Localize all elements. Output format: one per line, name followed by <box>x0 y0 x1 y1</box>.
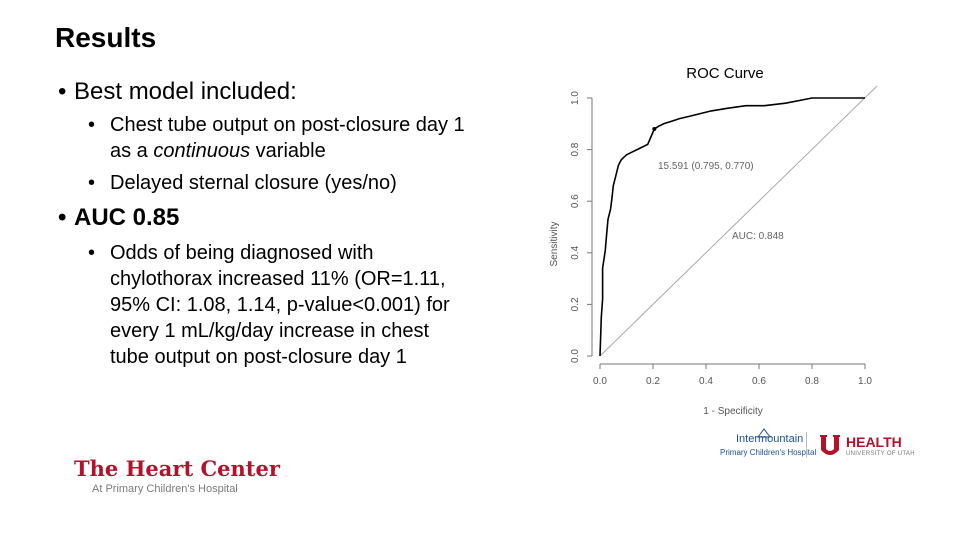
bullet-auc-text: AUC 0.85 <box>74 204 180 231</box>
x-tick-label: 0.4 <box>699 376 713 387</box>
x-tick-label: 0.6 <box>752 376 766 387</box>
x-tick-label: 0.8 <box>805 376 819 387</box>
heart-center-subtitle: At Primary Children's Hospital <box>92 483 238 495</box>
y-tick-label: 0.6 <box>570 194 581 208</box>
x-tick-label: 0.2 <box>646 376 660 387</box>
annotation-auc: AUC: 0.848 <box>732 231 784 242</box>
y-tick-label: 0.0 <box>570 349 581 363</box>
sub-bullet-sternal-text: Delayed sternal closure (yes/no) <box>110 172 397 194</box>
roc-chart: ROC Curve 0.0 0.2 0.4 0.6 0.8 1.0 0.0 0.2 0.4 0.6… <box>549 65 878 417</box>
heart-center-logo: The Heart Center <box>74 456 280 481</box>
y-tick-label: 1.0 <box>570 91 581 105</box>
threshold-point <box>652 126 657 131</box>
bullet-auc: • AUC 0.85 <box>58 204 180 231</box>
y-tick-label: 0.4 <box>570 245 581 259</box>
uhealth-logo-text: HEALTH <box>846 434 902 450</box>
sub-bullet-odds-text: Odds of being diagnosed with chylothorax… <box>110 242 450 368</box>
university-u-icon <box>820 435 840 455</box>
y-tick-label: 0.2 <box>570 297 581 311</box>
sub-bullet-chest-tube: • Chest tube output on post-closure day … <box>88 112 548 164</box>
x-tick-label: 0.0 <box>593 376 607 387</box>
x-tick-label: 1.0 <box>858 376 872 387</box>
uhealth-logo-subtitle: UNIVERSITY OF UTAH <box>846 451 915 457</box>
bullet-glyph: • <box>58 78 67 105</box>
sub-bullet-chest-tube-text: Chest tube output on post-closure day 1 … <box>110 114 465 162</box>
y-tick-label: 0.8 <box>570 142 581 156</box>
sub-bullet-sternal: • Delayed sternal closure (yes/no) <box>88 170 548 196</box>
reference-diagonal-line <box>599 85 878 357</box>
y-axis-label: Sensitivity <box>549 221 560 266</box>
x-axis-label: 1 - Specificity <box>703 406 762 417</box>
intermountain-icon <box>757 428 771 438</box>
bullet-best-model-text: Best model included: <box>74 78 297 105</box>
roc-curve-line <box>599 97 865 357</box>
chart-title: ROC Curve <box>686 65 764 82</box>
logo-divider <box>806 432 807 458</box>
plot-area: 0.0 0.2 0.4 0.6 0.8 1.0 0.0 0.2 0.4 0.6 0.8 1.0 <box>570 85 878 387</box>
intermountain-logo-text: Intermountain <box>736 433 804 445</box>
intermountain-logo-subtitle: Primary Children's Hospital <box>720 448 817 457</box>
bullet-best-model: • Best model included: <box>58 78 297 106</box>
slide-title: Results <box>55 22 157 53</box>
annotation-threshold: 15.591 (0.795, 0.770) <box>658 161 754 172</box>
sub-bullet-odds: • Odds of being diagnosed with chylothor… <box>88 240 528 370</box>
